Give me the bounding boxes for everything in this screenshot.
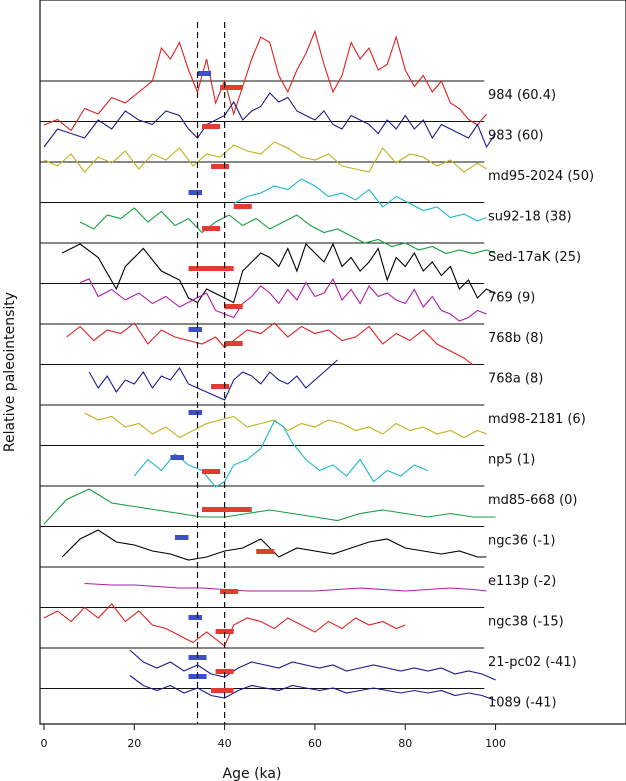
series-label: md98-2181 (6) [488,412,586,427]
series-line [133,420,429,488]
age-estimate-bar [211,688,234,693]
age-estimate-bar [174,535,189,540]
x-tick-label: 40 [218,737,232,750]
series-line [43,141,487,173]
bars-group [170,71,275,693]
age-estimate-bar [188,266,234,271]
age-estimate-bar [215,629,234,634]
age-estimate-bar [202,469,221,474]
x-axis-label: Age (ka) [223,766,282,781]
age-estimate-bar [224,304,243,309]
series-label: 983 (60) [488,129,544,144]
x-tick-label: 0 [41,737,48,750]
series-line [61,529,487,561]
series-label: e113p (-2) [488,574,556,589]
series-labels: 984 (60.4) 983 (60) md95-2024 (50) su92-18 … [488,88,594,711]
series-line [43,29,487,132]
age-estimate-bar [202,124,221,129]
x-tick-label: 100 [485,737,506,750]
x-tick-label: 20 [127,737,141,750]
series-line [129,649,496,681]
series-label: np5 (1) [488,453,535,468]
series-label: 984 (60.4) [488,88,556,103]
age-estimate-bar [256,549,275,554]
series-label: 768a (8) [488,372,543,387]
age-estimate-bar [211,164,230,169]
age-estimate-bar [215,669,234,674]
age-estimate-bar [220,85,243,90]
series-label: 769 (9) [488,291,535,306]
series-group [43,29,497,702]
age-estimate-bar [233,204,252,209]
age-estimate-bar [197,71,212,76]
age-estimate-bar [188,615,203,620]
age-estimate-bar [211,384,230,389]
series-line [66,322,474,366]
series-label: 21-pc02 (-41) [488,655,577,670]
reference-lines [196,22,226,724]
series-line [84,412,487,439]
series-label: Sed-17aK (25) [488,250,581,265]
series-line [233,178,487,222]
series-label: su92-18 (38) [488,210,572,225]
x-tick-label: 60 [308,737,322,750]
age-estimate-bar [188,327,203,332]
series-line [129,675,496,702]
series-line [79,207,496,255]
series-label: 1089 (-41) [488,696,557,711]
series-line [43,488,496,525]
age-estimate-bar [188,410,203,415]
series-line [43,92,497,149]
age-estimate-bar [188,190,203,195]
age-estimate-bar [220,589,239,594]
series-label: md95-2024 (50) [488,169,594,184]
series-line [61,242,496,304]
age-estimate-bar [170,455,184,460]
series-label: ngc36 (-1) [488,534,555,549]
series-line [88,359,338,401]
age-estimate-bar [224,341,243,346]
plot-frame [39,0,626,725]
series-line [79,277,487,322]
series-line [84,582,487,592]
series-label: ngc38 (-15) [488,615,564,630]
baselines [40,80,485,689]
y-axis-label: Relative paleointensity [2,292,18,452]
series-label: md85-668 (0) [488,493,578,508]
x-axis: 0 20 40 60 80 100 [41,724,506,750]
series-label: 768b (8) [488,331,544,346]
x-tick-label: 80 [398,737,412,750]
age-estimate-bar [202,226,221,231]
age-estimate-bar [202,507,252,512]
